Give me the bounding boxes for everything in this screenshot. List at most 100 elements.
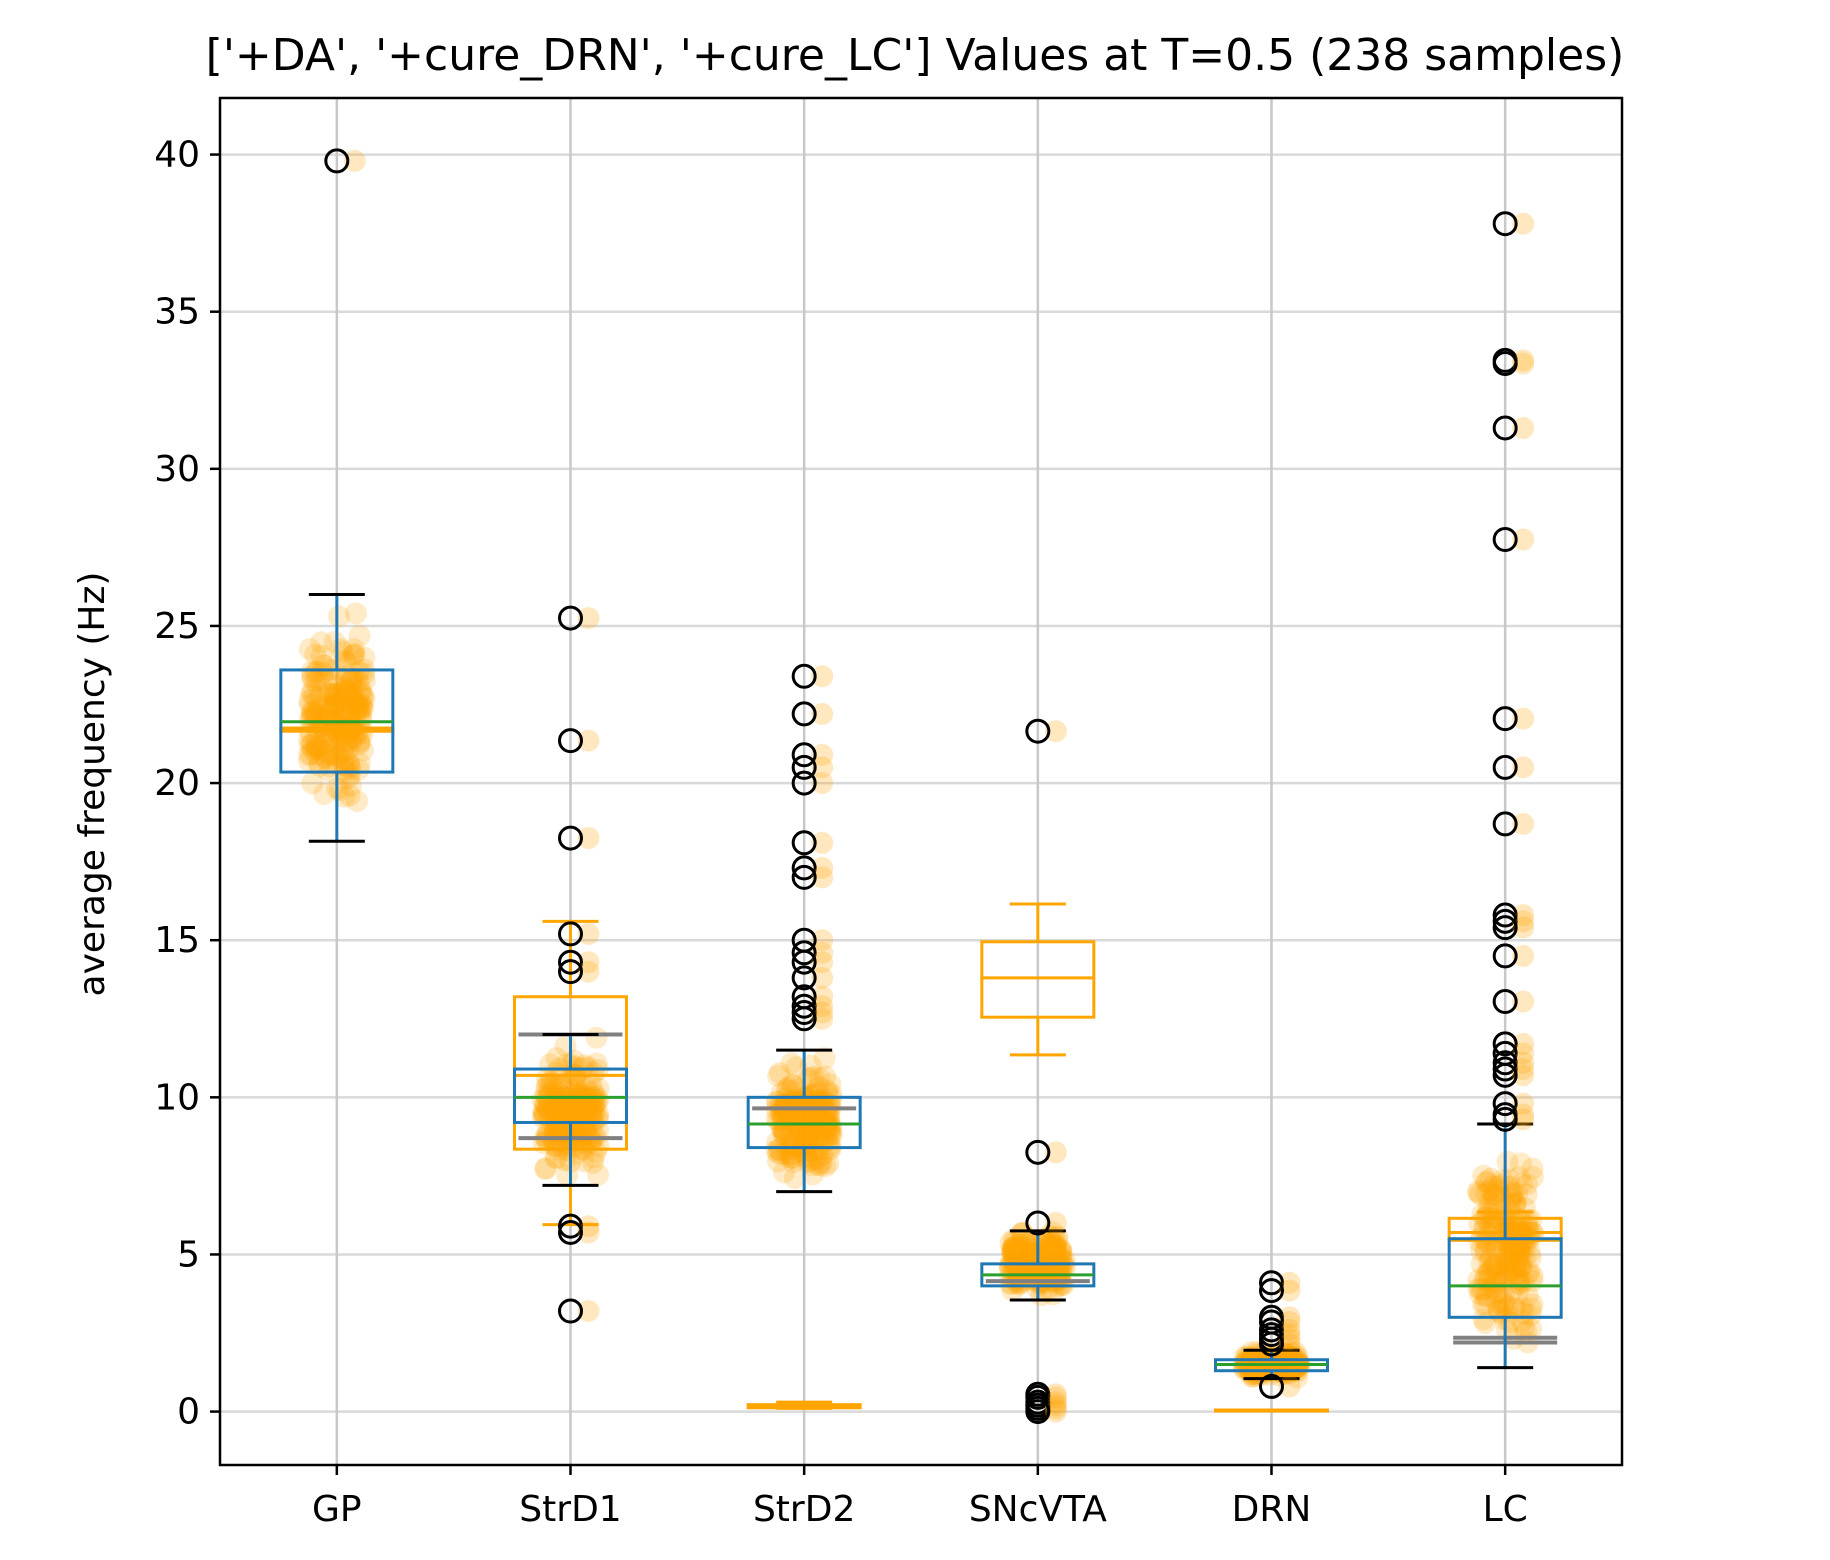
sample-point (536, 1067, 558, 1090)
sample-point (1044, 1242, 1067, 1265)
sample-point (329, 778, 352, 801)
outlier-shadow (1512, 1051, 1535, 1074)
sample-point (1467, 1182, 1490, 1205)
sample-point (1011, 1241, 1034, 1264)
outlier-shadow (811, 929, 834, 952)
sample-point (326, 689, 349, 712)
sample-point (1044, 1236, 1067, 1259)
sample-point (812, 1115, 835, 1138)
outlier-point (791, 993, 817, 1019)
sample-point (1018, 1241, 1041, 1263)
outlier-shadow (1278, 1271, 1301, 1294)
sample-point (343, 643, 366, 666)
sample-point (806, 1127, 829, 1149)
sample-point (535, 1157, 558, 1180)
sample-point (352, 696, 375, 719)
sample-point (565, 1088, 588, 1111)
sample-point (323, 687, 346, 710)
sample-point (1040, 1244, 1063, 1267)
outlier-shadow (1278, 1318, 1301, 1341)
sample-point (1042, 1254, 1065, 1277)
sample-point (1493, 1292, 1516, 1315)
sample-point (544, 1146, 567, 1169)
sample-point (779, 1144, 802, 1167)
sample-point (1006, 1261, 1029, 1284)
sample-point (575, 1077, 598, 1099)
sample-point (1520, 1297, 1543, 1320)
outlier-point (558, 1213, 583, 1239)
sample-point (1509, 1231, 1531, 1254)
sample-point (1492, 1297, 1515, 1320)
outlier-shadow (1044, 1400, 1067, 1423)
sample-point (786, 1105, 809, 1128)
outlier-shadow (1044, 720, 1067, 743)
sample-point (1009, 1233, 1032, 1256)
outlier-point (558, 825, 583, 851)
sample-point (345, 689, 368, 712)
sample-point (1030, 1233, 1052, 1256)
sample-point (1477, 1261, 1500, 1284)
sample-point (329, 730, 352, 753)
sample-point (1044, 1239, 1067, 1262)
sample-point (1509, 1219, 1532, 1242)
sample-point (1504, 1239, 1527, 1262)
sample-point (804, 1115, 827, 1137)
sample-point (581, 1096, 604, 1119)
sample-point (348, 752, 371, 775)
sample-point (342, 667, 365, 690)
sample-point (1026, 1255, 1049, 1278)
outlier-shadow (811, 856, 834, 879)
sample-point (536, 1074, 559, 1097)
sample-point (1506, 1241, 1529, 1264)
sample-point (568, 1123, 591, 1146)
sample-point (1008, 1233, 1031, 1256)
sample-point (352, 684, 375, 707)
sample-point (341, 682, 364, 705)
sample-point (1003, 1232, 1026, 1255)
sample-point (321, 697, 344, 720)
sample-point (307, 669, 330, 692)
sample-point (540, 1073, 563, 1096)
outlier-shadow (1512, 916, 1535, 939)
sample-point (543, 1073, 566, 1096)
sample-point (1006, 1255, 1029, 1278)
sample-point (332, 680, 355, 703)
sample-point (808, 1105, 831, 1128)
sample-point (1049, 1255, 1072, 1278)
sample-point (1495, 1252, 1518, 1275)
sample-point (349, 701, 372, 724)
sample-point (1483, 1276, 1505, 1299)
outlier-point (1025, 1210, 1051, 1236)
sample-point (1044, 1234, 1067, 1257)
sample-point (1504, 1257, 1527, 1280)
outlier-point (558, 949, 583, 975)
outlier-point (791, 770, 817, 796)
sample-point (297, 743, 320, 766)
sample-point (1506, 1248, 1529, 1271)
sample-point (1003, 1236, 1025, 1259)
sample-point (1474, 1293, 1497, 1315)
outlier-shadow (1512, 349, 1535, 372)
sample-point (340, 731, 363, 754)
outlier-point (791, 940, 817, 966)
sample-point (1488, 1263, 1511, 1286)
sample-point (346, 694, 369, 717)
sample-point (547, 1096, 570, 1119)
sample-point (1273, 1356, 1296, 1379)
sample-point (545, 1047, 568, 1070)
sample-point (538, 1098, 560, 1121)
sample-point (1036, 1278, 1059, 1301)
sample-point (785, 1077, 808, 1100)
sample-point (1474, 1311, 1497, 1334)
outlier-shadow (1278, 1306, 1301, 1329)
sample-point (327, 753, 349, 776)
sample-point (333, 676, 356, 699)
outlier-shadow (577, 827, 600, 850)
sample-point (311, 662, 334, 685)
sample-point (1501, 1210, 1524, 1232)
sample-point (562, 1125, 585, 1147)
sample-point (1040, 1243, 1063, 1265)
sample-point (1510, 1255, 1533, 1278)
sample-point (806, 1147, 829, 1170)
sample-point (1002, 1243, 1025, 1266)
